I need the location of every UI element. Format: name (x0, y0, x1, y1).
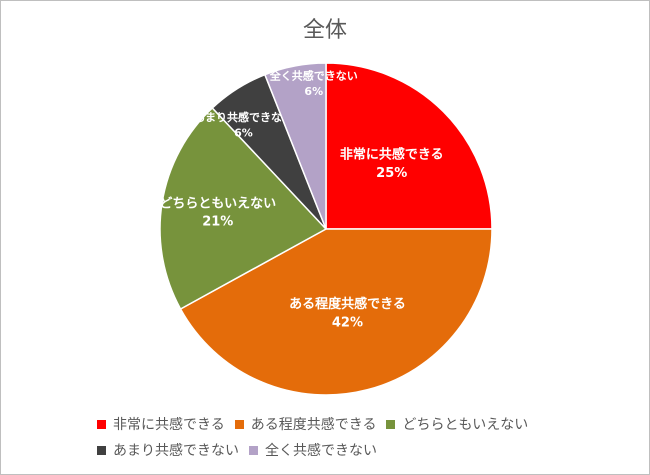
slice-label: 非常に共感できる (340, 147, 444, 163)
pie-slice (159, 106, 328, 310)
legend-item-very-agree: 非常に共感できる (97, 414, 225, 434)
legend-label: どちらともいえない (402, 417, 529, 433)
legend-label: 非常に共感できる (113, 417, 225, 433)
legend-item-somewhat-agree: ある程度共感できる (234, 414, 377, 434)
slice-value-label: 6% (234, 126, 253, 139)
legend-label: あまり共感できない (113, 443, 239, 459)
legend-label: 全く共感できない (265, 443, 377, 459)
slice-value-label: 25% (376, 166, 407, 181)
legend-row-1: 非常に共感できる ある程度共感できる どちらともいえない (97, 411, 617, 437)
slice-label: ある程度共感できる (289, 296, 406, 312)
slice-value-label: 21% (202, 215, 233, 230)
slice-value-label: 42% (332, 315, 363, 330)
legend-item-not-much-agree: あまり共感できない (97, 440, 239, 460)
slice-label: どちらともいえない (159, 196, 276, 211)
slice-label: あまり共感できない (194, 110, 293, 124)
legend-swatch (386, 419, 396, 429)
legend-swatch (249, 445, 258, 455)
legend-row-2: あまり共感できない 全く共感できない (97, 437, 617, 463)
slice-value-label: 6% (304, 85, 323, 98)
legend-label: ある程度共感できる (250, 417, 377, 433)
pie-chart: 非常に共感できる 25% ある程度共感できる 42% どちらともいえない 21% あまり共感… (159, 62, 493, 396)
pie-slice (263, 62, 327, 230)
chart-title: 全体 (302, 18, 347, 43)
legend-swatch (97, 419, 106, 429)
pie-slice (179, 228, 493, 396)
legend-swatch (234, 419, 244, 429)
pie-slice (325, 62, 493, 230)
slice-label: 全く共感できない (269, 69, 358, 83)
legend-swatch (97, 445, 106, 455)
legend-item-not-agree: 全く共感できない (249, 440, 377, 460)
legend-item-neutral: どちらともいえない (386, 414, 528, 434)
chart-legend: 非常に共感できる ある程度共感できる どちらともいえない あまり共感できない 全… (97, 411, 617, 463)
